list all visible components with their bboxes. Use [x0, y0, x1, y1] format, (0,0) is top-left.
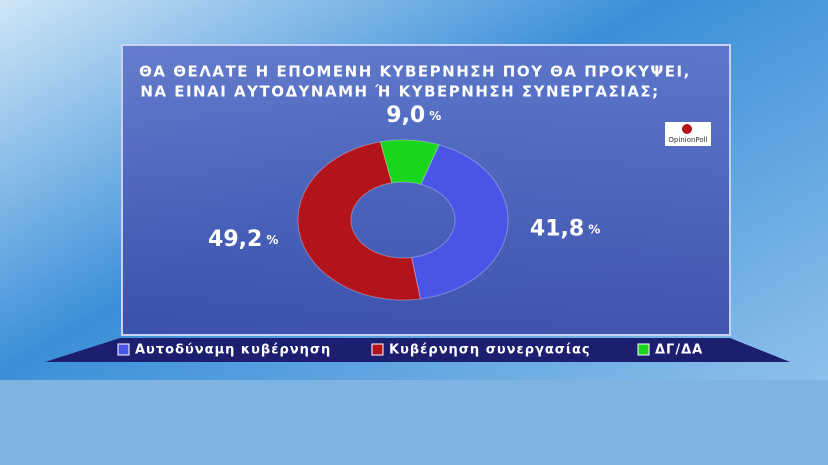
data-label-unit: % [429, 109, 441, 123]
donut-segment [379, 139, 440, 185]
legend-swatch [371, 343, 384, 356]
legend-label: ΔΓ/ΔΑ [655, 343, 703, 358]
data-label-value: 9,0 [386, 103, 425, 128]
logo-icon [682, 124, 692, 134]
floor [0, 380, 828, 465]
legend-swatch [637, 343, 650, 356]
data-label: 41,8% [530, 216, 600, 241]
data-label-unit: % [588, 222, 600, 236]
data-label: 49,2% [208, 227, 278, 252]
logo: OpinionPoll [668, 136, 707, 144]
data-label-unit: % [266, 232, 278, 246]
legend-swatch [117, 343, 130, 356]
data-label-value: 49,2 [208, 227, 262, 252]
legend-label: Κυβέρνηση συνεργασίας [389, 343, 591, 358]
title: ΝΑ ΕΙΝΑΙ ΑΥΤΟΔΥΝΑΜΗ Ή ΚΥΒΕΡΝΗΣΗ ΣΥΝΕΡΓΑΣ… [140, 83, 659, 101]
data-label: 9,0% [386, 103, 441, 128]
title: ΘΑ ΘΕΛΑΤΕ Η ΕΠΟΜΕΝΗ ΚΥΒΕΡΝΗΣΗ ΠΟΥ ΘΑ ΠΡΟ… [139, 63, 691, 81]
legend-label: Αυτοδύναμη κυβέρνηση [135, 343, 331, 358]
legend-bar [45, 338, 790, 362]
data-label-value: 41,8 [530, 216, 584, 241]
